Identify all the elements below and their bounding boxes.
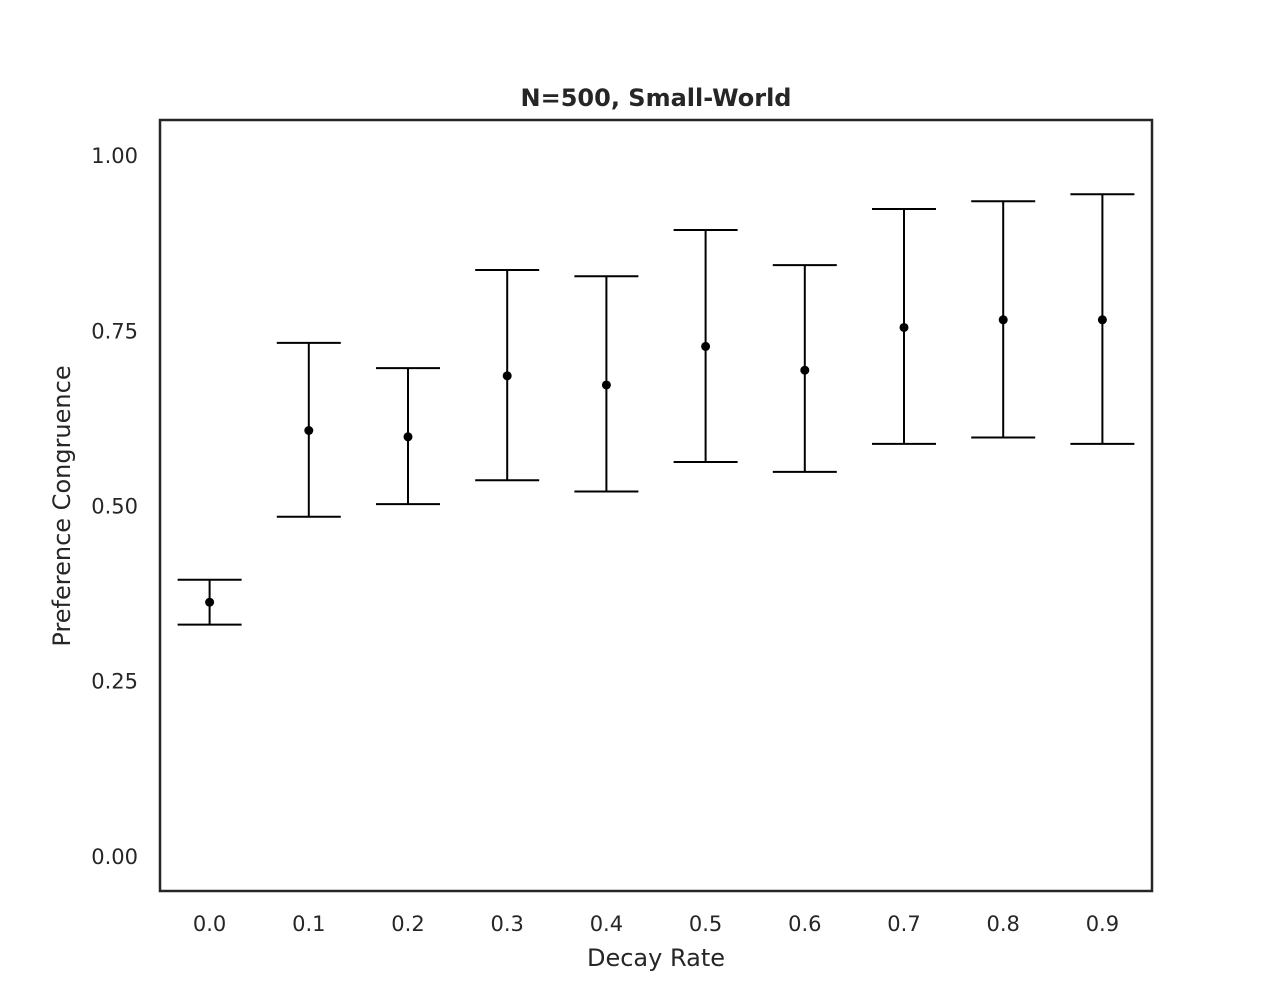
x-tick-label: 0.2 bbox=[391, 912, 424, 936]
x-tick-label: 0.6 bbox=[788, 912, 821, 936]
y-axis-ticks: 0.00 0.25 0.50 0.75 1.00 bbox=[91, 144, 138, 869]
mean-point bbox=[998, 315, 1008, 325]
x-tick-label: 0.5 bbox=[689, 912, 722, 936]
mean-point bbox=[800, 365, 810, 375]
plot-area: 0.000.250.500.751.00 0.0 0.1 0.2 0.3 0.4 0.5 0… bbox=[91, 118, 1154, 936]
x-tick-label: 0.3 bbox=[490, 912, 523, 936]
x-tick-label: 0.4 bbox=[590, 912, 623, 936]
x-axis-label: Decay Rate bbox=[587, 944, 725, 972]
x-tick-label: 0.9 bbox=[1086, 912, 1119, 936]
plot-background bbox=[160, 120, 1152, 891]
x-tick-label: 0.8 bbox=[986, 912, 1019, 936]
y-tick-label: 0.50 bbox=[91, 495, 138, 519]
mean-point bbox=[601, 380, 611, 390]
y-tick-label: 0.00 bbox=[91, 845, 138, 869]
x-axis-ticks: 0.0 0.1 0.2 0.3 0.4 0.5 0.6 0.7 0.8 0.9 bbox=[193, 912, 1119, 936]
chart-title: N=500, Small-World bbox=[521, 84, 792, 112]
y-tick-label: 0.75 bbox=[91, 319, 138, 343]
x-tick-label: 0.0 bbox=[193, 912, 226, 936]
data-marks bbox=[177, 193, 1135, 626]
mean-point bbox=[205, 597, 215, 607]
mean-point bbox=[304, 426, 314, 436]
mean-point bbox=[899, 322, 909, 332]
x-tick-label: 0.1 bbox=[292, 912, 325, 936]
mean-point bbox=[701, 341, 711, 351]
mean-point bbox=[1097, 315, 1107, 325]
x-tick-label: 0.7 bbox=[887, 912, 920, 936]
y-tick-label: 1.00 bbox=[91, 144, 138, 168]
plot-frame bbox=[158, 118, 1154, 893]
y-tick-label: 0.25 bbox=[91, 670, 138, 694]
y-axis-label: Preference Congruence bbox=[48, 365, 76, 646]
mean-point bbox=[403, 432, 413, 442]
mean-point bbox=[502, 371, 512, 381]
